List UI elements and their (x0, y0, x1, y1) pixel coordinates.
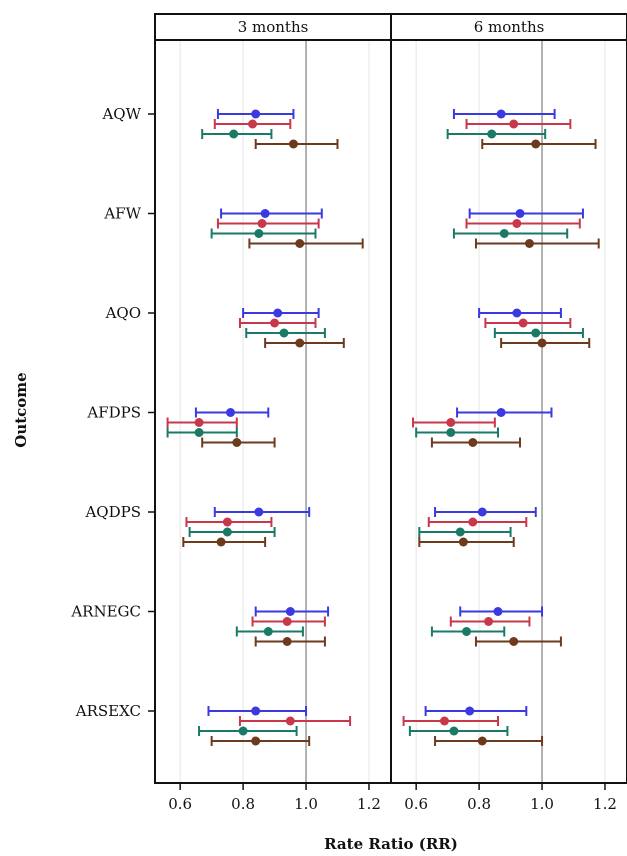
point-estimate (468, 438, 478, 447)
panel-frame (154, 39, 392, 784)
point-estimate (279, 328, 289, 338)
point-estimate (273, 308, 283, 318)
point-estimate (257, 219, 267, 228)
point-estimate (248, 119, 258, 129)
point-estimate (232, 438, 242, 447)
point-estimate (499, 229, 509, 238)
category-label: AQO (105, 304, 141, 322)
point-estimate (254, 229, 264, 238)
x-tick-label: 1.2 (357, 795, 381, 813)
point-estimate (251, 706, 261, 716)
point-estimate (531, 328, 541, 338)
point-estimate (465, 706, 475, 716)
category-label: AFW (103, 205, 141, 223)
category-label: ARSEXC (75, 702, 141, 720)
point-estimate (446, 428, 456, 437)
point-estimate (509, 637, 519, 646)
point-estimate (458, 537, 468, 547)
y-axis-title: Outcome (12, 372, 30, 447)
point-estimate (449, 726, 459, 736)
point-estimate (477, 736, 487, 746)
point-estimate (260, 209, 270, 218)
x-tick-label: 1.0 (294, 795, 318, 813)
x-tick-label: 1.0 (530, 795, 554, 813)
point-estimate (455, 527, 465, 537)
x-tick-label: 1.2 (593, 795, 617, 813)
point-estimate (282, 617, 292, 626)
point-estimate (468, 517, 478, 527)
panel-2: 6 months 0.6 0.8 1.0 1.2 (390, 13, 627, 813)
point-estimate (295, 338, 305, 348)
point-estimate (537, 338, 547, 348)
point-estimate (518, 318, 528, 328)
point-estimate (531, 139, 541, 149)
point-estimate (515, 209, 525, 218)
point-estimate (222, 527, 232, 537)
category-label: AQW (101, 105, 141, 123)
point-estimate (194, 418, 204, 427)
panel-header (154, 13, 392, 41)
x-axis-title: Rate Ratio (RR) (324, 835, 458, 853)
category-label: AQDPS (84, 503, 141, 521)
panel-1: 3 months 0.6 0.8 1.0 1.2 (154, 13, 392, 813)
point-estimate (512, 308, 522, 318)
point-estimate (238, 726, 248, 736)
point-estimate (509, 119, 519, 129)
point-estimate (446, 418, 456, 427)
x-tick-label: 0.6 (168, 795, 192, 813)
point-estimate (254, 507, 264, 517)
point-estimate (282, 637, 292, 646)
point-estimate (285, 716, 295, 726)
point-estimate (226, 408, 236, 417)
point-estimate (484, 617, 494, 626)
panel-title: 6 months (474, 18, 545, 36)
point-estimate (493, 607, 503, 616)
point-estimate (477, 507, 487, 517)
category-label: AFDPS (86, 404, 141, 422)
point-estimate (222, 517, 232, 527)
y-axis: AQW AFW AQO AFDPS AQDPS ARNEGC ARSEXC (70, 105, 155, 720)
point-estimate (251, 109, 261, 119)
point-estimate (439, 716, 449, 726)
point-estimate (285, 607, 295, 616)
panel-frame (390, 39, 627, 784)
point-estimate (524, 239, 534, 248)
point-estimate (462, 627, 472, 636)
point-estimate (270, 318, 280, 328)
x-tick-label: 0.8 (467, 795, 491, 813)
x-tick-label: 0.8 (231, 795, 255, 813)
point-estimate (229, 129, 239, 139)
point-estimate (512, 219, 522, 228)
point-estimate (251, 736, 261, 746)
panel-title: 3 months (238, 18, 309, 36)
x-tick-label: 0.6 (404, 795, 428, 813)
point-estimate (216, 537, 226, 547)
point-estimate (263, 627, 273, 636)
point-estimate (194, 428, 204, 437)
point-estimate (496, 109, 506, 119)
point-estimate (295, 239, 305, 248)
category-label: ARNEGC (70, 603, 141, 621)
point-estimate (487, 129, 497, 139)
point-estimate (288, 139, 298, 149)
point-estimate (496, 408, 506, 417)
